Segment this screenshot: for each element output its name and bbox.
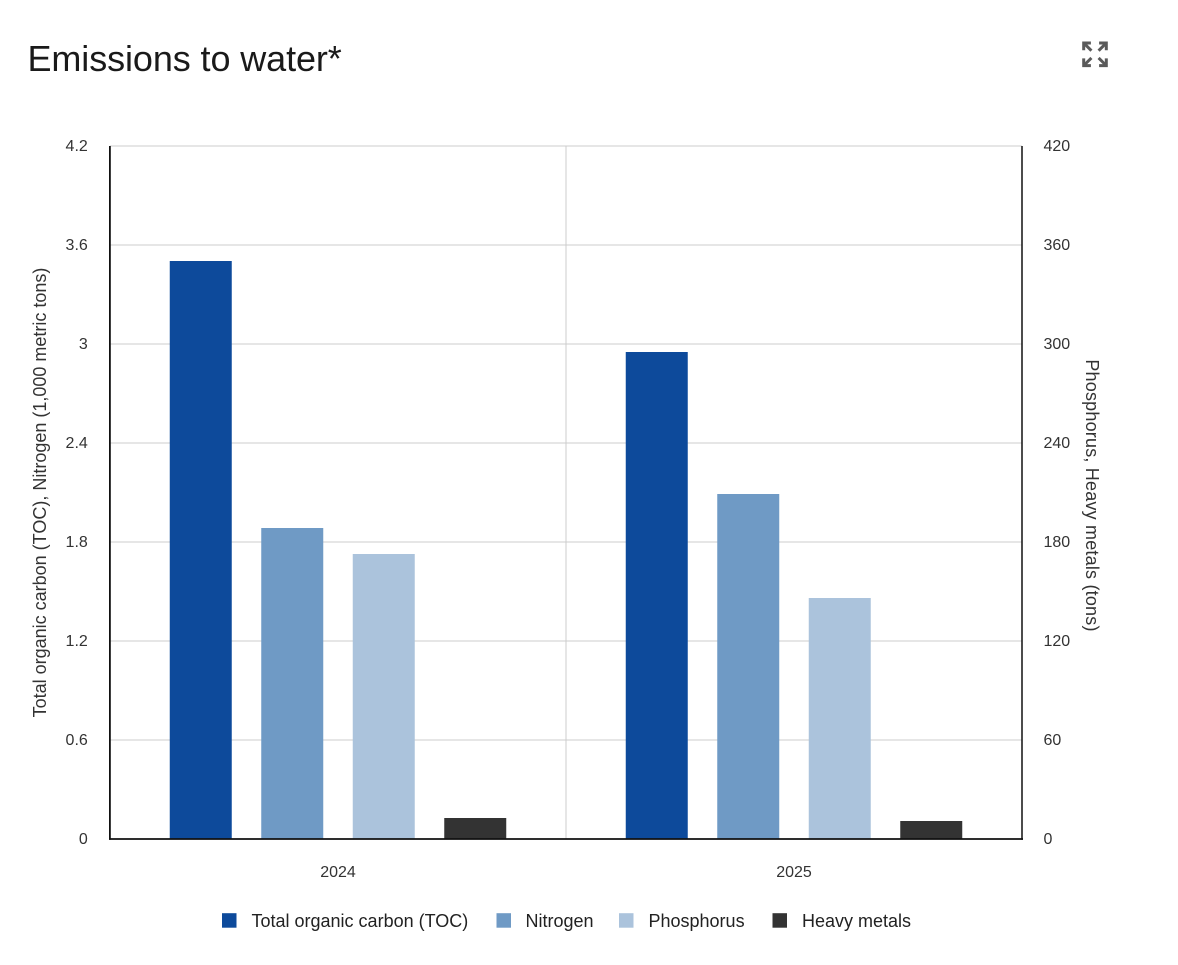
svg-text:120: 120	[1044, 633, 1071, 650]
svg-text:180: 180	[1044, 534, 1071, 551]
svg-text:Emissions to water*: Emissions to water*	[28, 38, 342, 79]
svg-text:Phosphorus: Phosphorus	[649, 911, 745, 931]
svg-text:1.2: 1.2	[66, 633, 88, 650]
svg-text:1.8: 1.8	[66, 534, 88, 551]
svg-text:420: 420	[1044, 138, 1071, 155]
svg-text:0: 0	[1044, 831, 1053, 848]
svg-text:Total organic carbon (TOC): Total organic carbon (TOC)	[252, 911, 469, 931]
svg-text:0: 0	[79, 831, 88, 848]
svg-text:240: 240	[1044, 435, 1071, 452]
svg-text:3.6: 3.6	[66, 237, 88, 254]
svg-text:4.2: 4.2	[66, 138, 88, 155]
svg-text:Nitrogen: Nitrogen	[526, 911, 594, 931]
svg-text:300: 300	[1044, 336, 1071, 353]
svg-text:Phosphorus, Heavy metals (tons: Phosphorus, Heavy metals (tons)	[1082, 359, 1102, 631]
svg-text:60: 60	[1044, 732, 1062, 749]
svg-text:3: 3	[79, 336, 88, 353]
svg-text:Heavy metals: Heavy metals	[802, 911, 911, 931]
svg-text:2.4: 2.4	[66, 435, 88, 452]
svg-text:0.6: 0.6	[66, 732, 88, 749]
svg-text:2025: 2025	[776, 864, 812, 881]
svg-text:2024: 2024	[320, 864, 356, 881]
svg-text:Total organic carbon (TOC), Ni: Total organic carbon (TOC), Nitrogen (1,…	[30, 268, 50, 718]
svg-text:360: 360	[1044, 237, 1071, 254]
